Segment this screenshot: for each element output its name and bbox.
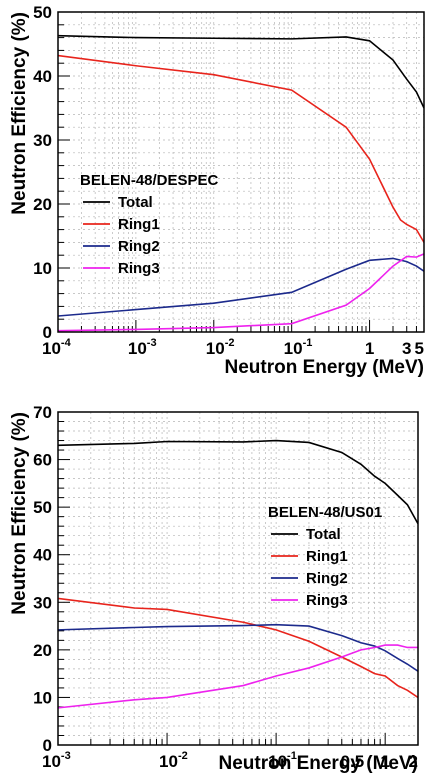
y-tick-label: 0 — [43, 736, 52, 755]
y-tick-label: 20 — [33, 195, 52, 214]
y-tick-label: 40 — [33, 546, 52, 565]
plot-area — [58, 412, 418, 745]
legend-entry-total: Total — [118, 194, 153, 211]
y-tick-label: 10 — [33, 259, 52, 278]
y-axis-label: Neutron Efficiency (%) — [9, 12, 30, 215]
x-tick-label: 10-1 — [284, 337, 313, 358]
legend-title: BELEN-48/DESPEC — [80, 172, 219, 189]
x-axis-label: Neutron Energy (MeV) — [218, 753, 418, 774]
series-line-ring2 — [58, 257, 424, 317]
x-tick-label: 0.5 — [341, 752, 365, 771]
chart-2: 0 10 20 30 40 50 60 70 10-3 10-2 10-1 0.5 1 2 BELEN-48… — [9, 403, 419, 774]
y-tick-label: 40 — [33, 67, 52, 86]
x-tick-label: 10-2 — [159, 750, 188, 771]
legend-entry-ring3: Ring3 — [306, 592, 348, 609]
plot-area — [58, 12, 424, 332]
y-tick-label: 30 — [33, 593, 52, 612]
y-tick-label: 20 — [33, 641, 52, 660]
y-tick-label: 30 — [33, 131, 52, 150]
legend-title: BELEN-48/US01 — [268, 504, 382, 521]
plot-frame — [57, 11, 425, 333]
legend-entry-ring3: Ring3 — [118, 260, 160, 277]
chart-1: 0 10 20 30 40 50 10-4 10-3 10-2 10-1 1 3 5 BELEN-48/D… — [9, 3, 425, 378]
legend-entry-total: Total — [306, 526, 341, 543]
x-tick-label: 10-3 — [42, 750, 71, 771]
x-tick-label: 10-2 — [206, 337, 235, 358]
legend-entry-ring1: Ring1 — [306, 548, 348, 565]
x-tick-label: 1 — [365, 339, 374, 358]
x-tick-label: 5 — [415, 339, 424, 358]
legend: BELEN-48/US01 Total Ring1 Ring2 Ring3 — [268, 504, 382, 609]
y-tick-label: 10 — [33, 688, 52, 707]
y-tick-label: 50 — [33, 3, 52, 22]
x-tick-label: 10-3 — [128, 337, 157, 358]
x-tick-label: 2 — [409, 752, 418, 771]
y-tick-label: 70 — [33, 403, 52, 422]
series-line-ring3 — [58, 253, 424, 332]
y-axis-label: Neutron Efficiency (%) — [9, 412, 30, 615]
legend-entry-ring2: Ring2 — [118, 238, 160, 255]
y-tick-label: 60 — [33, 451, 52, 470]
legend-entry-ring1: Ring1 — [118, 216, 160, 233]
series-line-total — [58, 439, 418, 525]
x-tick-label: 1 — [380, 752, 389, 771]
series-line-ring1 — [58, 54, 424, 243]
y-tick-label: 0 — [43, 323, 52, 342]
plot-frame — [57, 411, 419, 746]
series-line-total — [58, 34, 424, 109]
legend-entry-ring2: Ring2 — [306, 570, 348, 587]
x-axis-label: Neutron Energy (MeV) — [224, 357, 424, 378]
y-tick-label: 50 — [33, 498, 52, 517]
series-line-ring2 — [58, 623, 418, 672]
x-tick-label: 10-4 — [42, 337, 72, 358]
legend: BELEN-48/DESPEC Total Ring1 Ring2 Ring3 — [80, 172, 219, 277]
x-tick-label: 3 — [402, 339, 411, 358]
series-line-ring3 — [58, 644, 418, 709]
x-tick-label: 10-1 — [268, 750, 297, 771]
